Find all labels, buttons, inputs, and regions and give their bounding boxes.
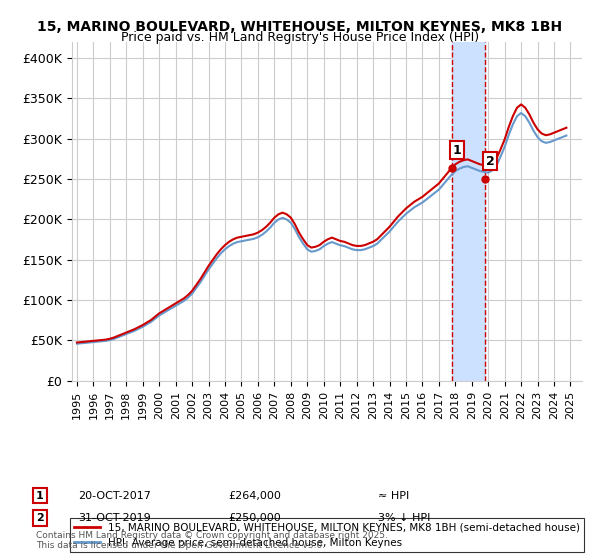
Text: 2: 2 — [36, 513, 44, 523]
Text: ≈ HPI: ≈ HPI — [378, 491, 409, 501]
Text: 31-OCT-2019: 31-OCT-2019 — [78, 513, 151, 523]
Text: Price paid vs. HM Land Registry's House Price Index (HPI): Price paid vs. HM Land Registry's House … — [121, 31, 479, 44]
Text: Contains HM Land Registry data © Crown copyright and database right 2025.
This d: Contains HM Land Registry data © Crown c… — [36, 530, 388, 550]
Text: £250,000: £250,000 — [228, 513, 281, 523]
Text: £264,000: £264,000 — [228, 491, 281, 501]
Legend: 15, MARINO BOULEVARD, WHITEHOUSE, MILTON KEYNES, MK8 1BH (semi-detached house), : 15, MARINO BOULEVARD, WHITEHOUSE, MILTON… — [70, 518, 584, 552]
Text: 15, MARINO BOULEVARD, WHITEHOUSE, MILTON KEYNES, MK8 1BH: 15, MARINO BOULEVARD, WHITEHOUSE, MILTON… — [37, 20, 563, 34]
Text: 2: 2 — [486, 155, 495, 168]
Bar — [452, 42, 485, 381]
Text: 1: 1 — [452, 143, 461, 157]
Text: 1: 1 — [36, 491, 44, 501]
Text: 20-OCT-2017: 20-OCT-2017 — [78, 491, 151, 501]
Text: 3% ↓ HPI: 3% ↓ HPI — [378, 513, 430, 523]
